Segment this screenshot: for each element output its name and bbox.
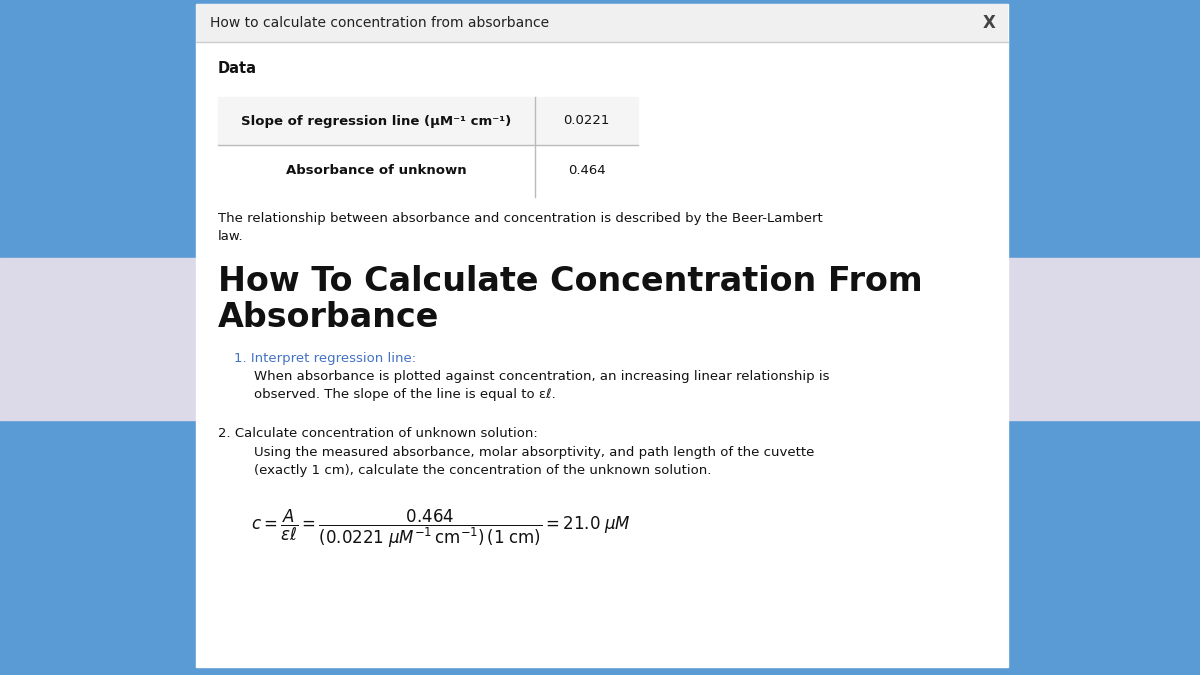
Text: law.: law. <box>218 230 244 243</box>
Text: Absorbance of unknown: Absorbance of unknown <box>286 165 467 178</box>
Text: The relationship between absorbance and concentration is described by the Beer-L: The relationship between absorbance and … <box>218 212 823 225</box>
Text: 1. Interpret regression line:: 1. Interpret regression line: <box>234 352 416 365</box>
Text: Data: Data <box>218 61 257 76</box>
Text: $c = \dfrac{A}{\varepsilon\ell} = \dfrac{0.464}{(0.0221\;\mu M^{-1}\,\mathrm{cm}: $c = \dfrac{A}{\varepsilon\ell} = \dfrac… <box>251 508 631 550</box>
Text: observed. The slope of the line is equal to εℓ.: observed. The slope of the line is equal… <box>254 388 556 401</box>
Bar <box>218 97 638 197</box>
Bar <box>196 4 1008 667</box>
Text: Slope of regression line (μM⁻¹ cm⁻¹): Slope of regression line (μM⁻¹ cm⁻¹) <box>241 115 511 128</box>
Bar <box>196 4 1008 42</box>
Text: Absorbance: Absorbance <box>218 301 439 334</box>
Text: 2. Calculate concentration of unknown solution:: 2. Calculate concentration of unknown so… <box>218 427 538 440</box>
Text: How to calculate concentration from absorbance: How to calculate concentration from abso… <box>210 16 550 30</box>
Bar <box>0 258 1200 420</box>
Text: X: X <box>983 14 996 32</box>
Text: 0.464: 0.464 <box>568 165 605 178</box>
Text: 0.0221: 0.0221 <box>563 115 610 128</box>
Text: How To Calculate Concentration From: How To Calculate Concentration From <box>218 265 923 298</box>
Text: When absorbance is plotted against concentration, an increasing linear relations: When absorbance is plotted against conce… <box>254 370 829 383</box>
Text: Using the measured absorbance, molar absorptivity, and path length of the cuvett: Using the measured absorbance, molar abs… <box>254 446 815 459</box>
Bar <box>218 97 638 145</box>
Text: (exactly 1 cm), calculate the concentration of the unknown solution.: (exactly 1 cm), calculate the concentrat… <box>254 464 712 477</box>
